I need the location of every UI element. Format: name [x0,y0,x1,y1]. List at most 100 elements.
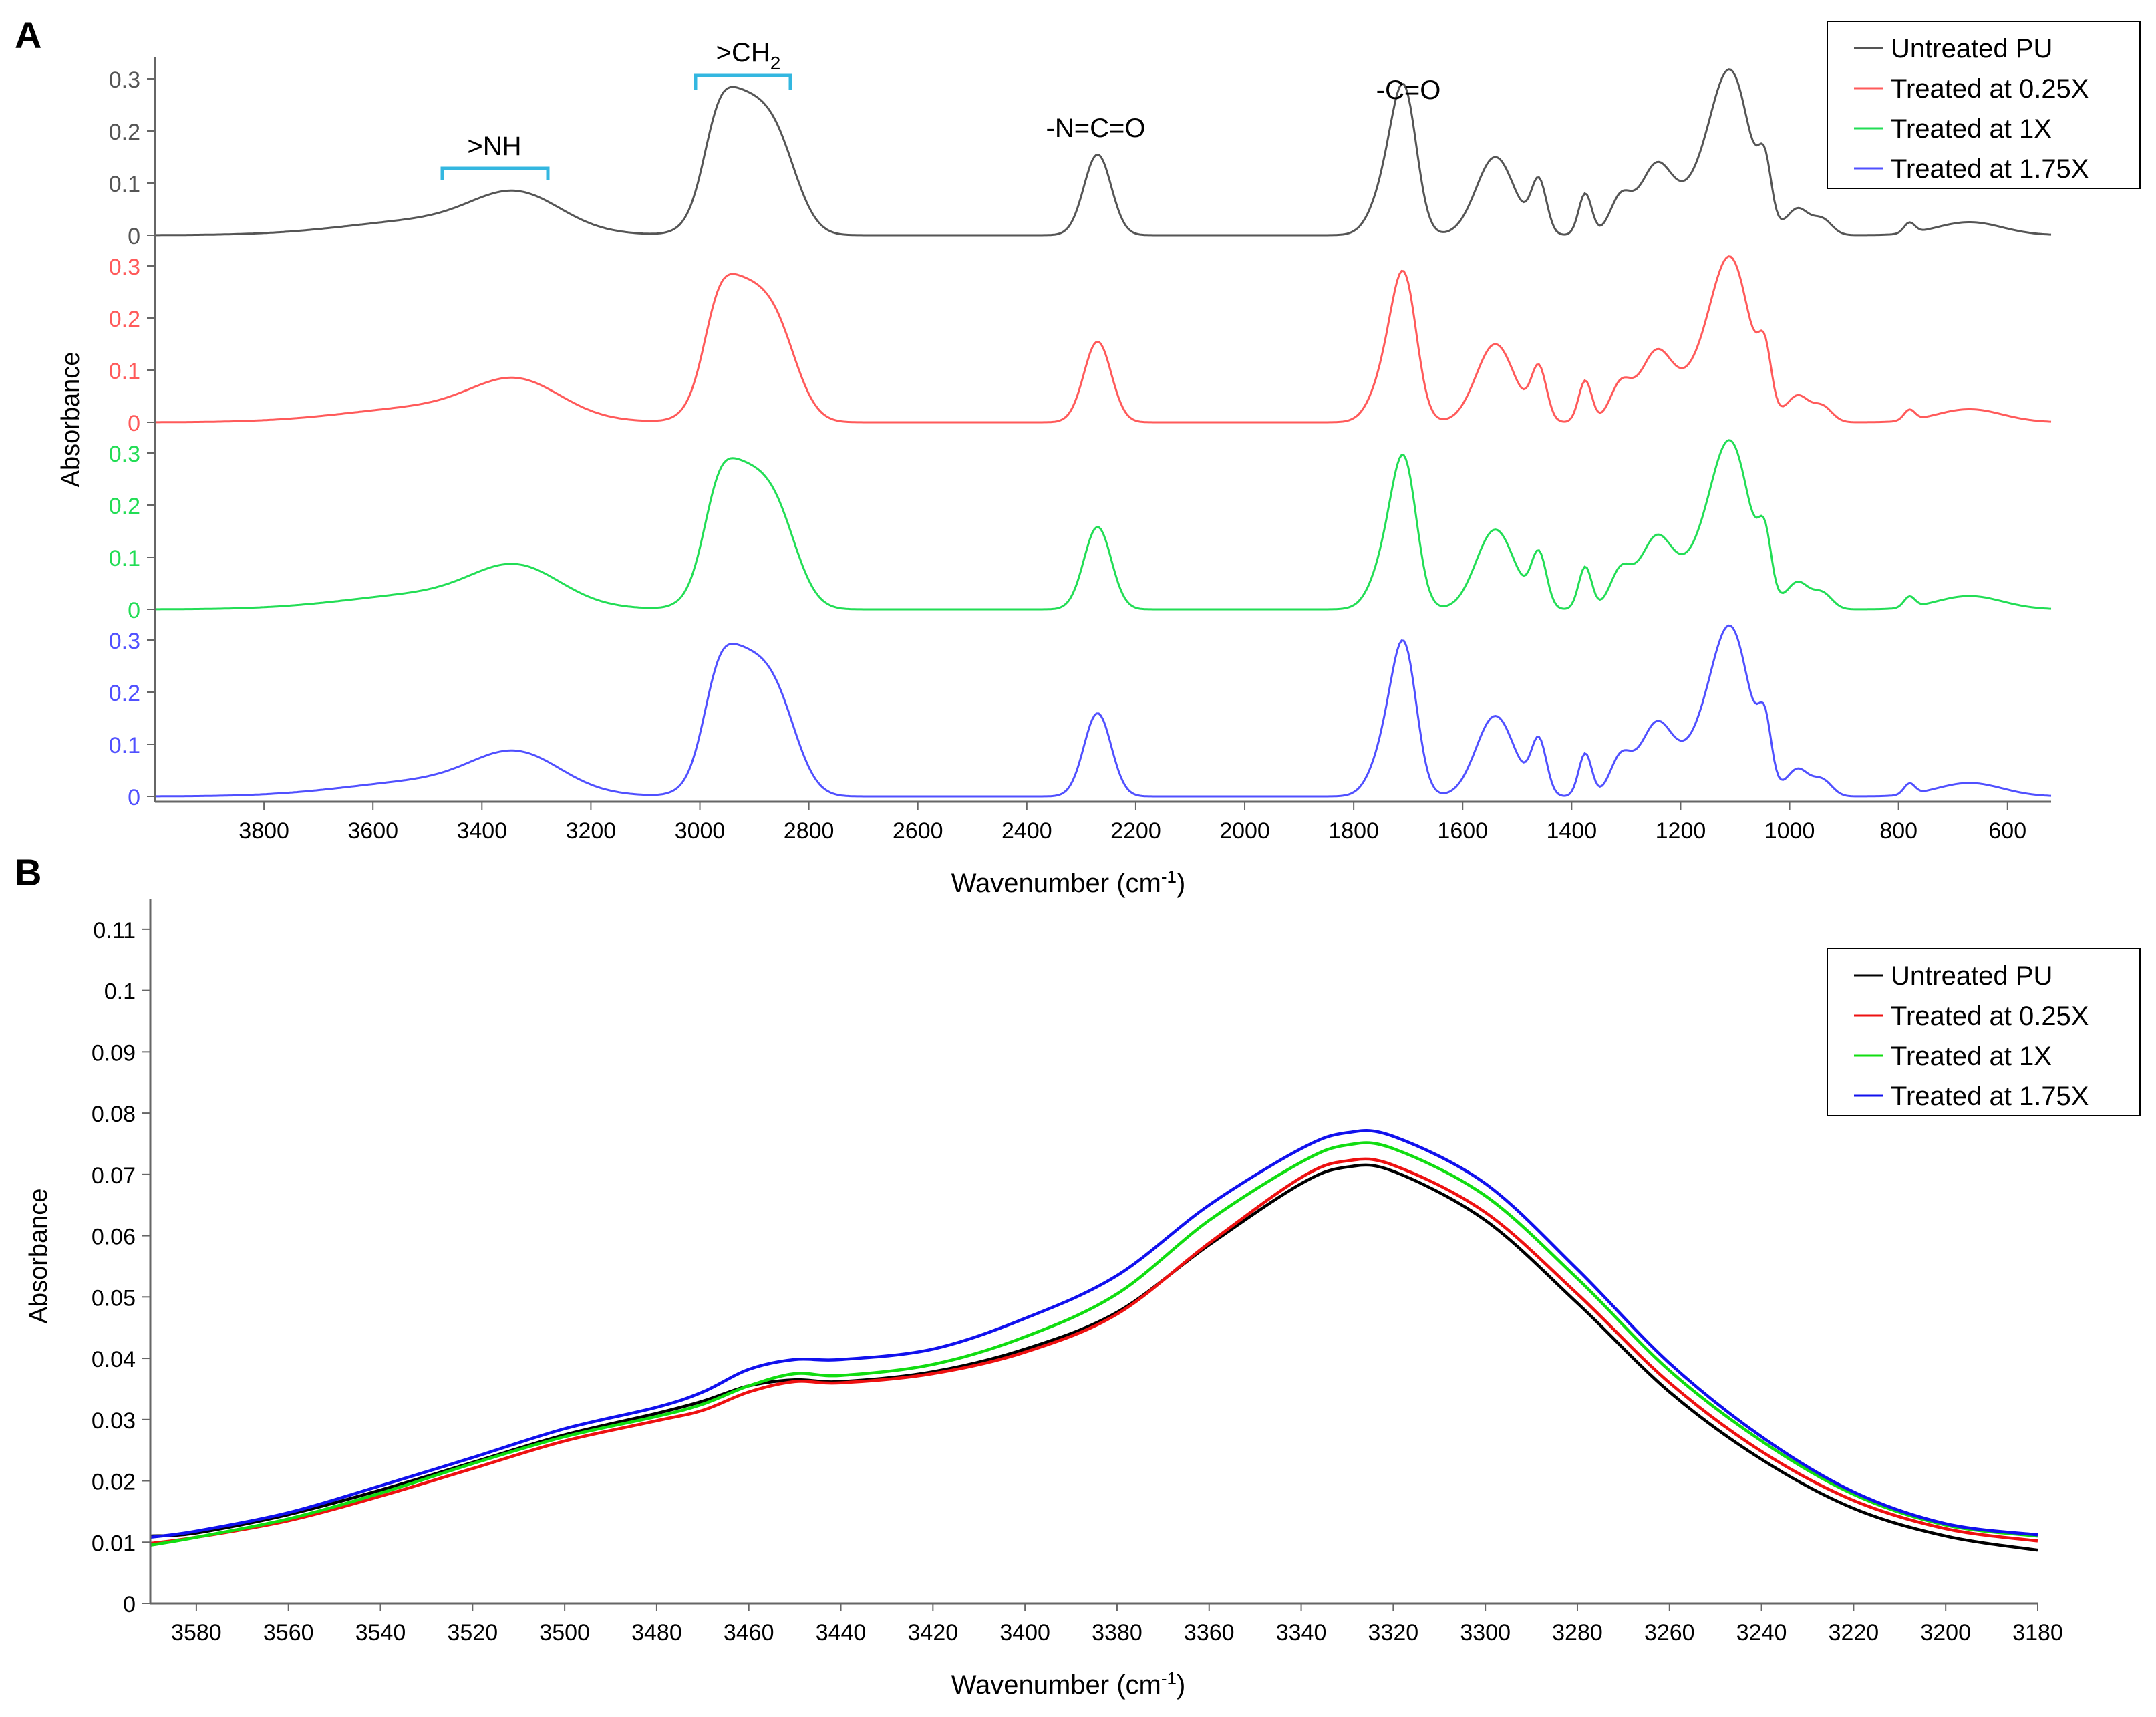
b-ytick-label: 0.04 [92,1347,136,1372]
b-ytick-label: 0.05 [92,1285,136,1311]
b-ytick-label: 0.1 [104,979,136,1005]
legend-b: Untreated PU Treated at 0.25X Treated at… [1827,948,2141,1116]
legend-a-box [1827,21,2141,189]
a-xtick-label: 3000 [675,818,726,844]
b-xtick-label: 3480 [631,1620,682,1646]
legend-b-label-untreated: Untreated PU [1891,961,2052,991]
b-xtick-label: 3400 [999,1620,1050,1646]
b-xtick-label: 3300 [1460,1620,1511,1646]
panel-a-chart: 0 0.1 0.2 0.3 0 0.1 0.2 0.3 0 0.1 0.2 0.3 0 0.1 0.2 0.3… [57,21,2141,898]
a-xtick-label: 2400 [1002,818,1052,844]
b-ytick-label: 0.11 [93,918,136,943]
panel-b-letter: B [15,851,41,893]
a-ytick-label: 0.2 [109,681,140,706]
nh-label: >NH [467,132,521,161]
a-ytick-label: 0 [128,224,140,249]
a-ytick-label: 0.2 [109,307,140,332]
a-xtick-label: 2200 [1110,818,1161,844]
b-xtick-label: 3380 [1092,1620,1142,1646]
a-ytick-label: 0 [128,411,140,436]
b-xtick-label: 3460 [724,1620,774,1646]
b-xtick-label: 3540 [355,1620,406,1646]
legend-a-label-untreated: Untreated PU [1891,34,2052,63]
a-ytick-label: 0.2 [109,494,140,519]
panel-a-letter: A [15,14,41,56]
a-xtick-label: 2800 [784,818,834,844]
legend-b-box [1827,948,2141,1116]
panel-b-chart: 0 0.01 0.02 0.03 0.04 0.05 0.06 0.07 0.08 0.09 0.1… [25,899,2141,1700]
nh-bracket [440,166,550,180]
b-xtick-label: 3240 [1736,1620,1787,1646]
b-xtick-label: 3560 [263,1620,314,1646]
b-xtick-label: 3360 [1184,1620,1235,1646]
a-ytick-label: 0 [128,785,140,810]
a-ytick-label: 0.3 [109,629,140,654]
b-y-axis-label: Absorbance [25,1189,53,1324]
annotation-co: -C=O [1376,75,1441,105]
legend-b-label-1x: Treated at 1X [1891,1042,2052,1071]
a-y-axis-label: Absorbance [57,352,85,488]
b-xtick-label: 3200 [1920,1620,1971,1646]
a-series-line-1x [155,439,2052,611]
a-ytick-label: 0.1 [109,733,140,758]
a-series-line-untreated [155,68,2052,237]
b-xtick-label: 3420 [908,1620,959,1646]
a-xtick-label: 1600 [1437,818,1488,844]
b-xtick-label: 3260 [1644,1620,1695,1646]
a-series-line-175x [155,624,2052,798]
annotation-nco: -N=C=O [1046,114,1146,143]
a-xtick-label: 1200 [1656,818,1706,844]
b-xtick-label: 3440 [816,1620,867,1646]
a-xtick-label: 3400 [456,818,507,844]
b-x-axis-label: Wavenumber (cm-1) [951,1668,1186,1700]
b-xtick-label: 3320 [1368,1620,1419,1646]
b-ytick-label: 0.01 [92,1531,136,1556]
legend-b-label-175x: Treated at 1.75X [1891,1082,2089,1111]
a-xtick-label: 3200 [566,818,617,844]
a-xtick-label: 1000 [1764,818,1815,844]
b-series-line-025x [150,1157,2038,1545]
a-ytick-label: 0.3 [109,67,140,93]
legend-a-label-1x: Treated at 1X [1891,114,2052,144]
b-xtick-label: 3280 [1552,1620,1603,1646]
b-xtick-label: 3220 [1829,1620,1879,1646]
b-xtick-label: 3520 [447,1620,498,1646]
b-series-line-175x [150,1129,2038,1539]
annotation-ch2: >CH2 [694,38,792,90]
ch2-label: >CH2 [716,38,781,73]
legend-b-label-025x: Treated at 0.25X [1891,1001,2089,1031]
b-ytick-label: 0.03 [92,1408,136,1434]
a-series-line-025x [155,255,2052,424]
legend-a-label-025x: Treated at 0.25X [1891,74,2089,104]
a-xtick-label: 800 [1879,818,1917,844]
legend-a: Untreated PU Treated at 0.25X Treated at… [1827,21,2141,189]
b-ytick-label: 0 [123,1592,136,1617]
a-ytick-label: 0.2 [109,120,140,145]
a-xtick-label: 600 [1988,818,2026,844]
ch2-bracket [694,73,792,90]
a-xtick-label: 3800 [239,818,289,844]
legend-a-label-175x: Treated at 1.75X [1891,154,2089,184]
a-ytick-label: 0.1 [109,172,140,197]
a-ytick-label: 0.1 [109,359,140,384]
a-ytick-label: 0.1 [109,546,140,571]
a-xtick-label: 2600 [893,818,943,844]
b-xtick-label: 3180 [2012,1620,2063,1646]
a-xtick-label: 2000 [1219,818,1270,844]
b-ytick-label: 0.09 [92,1040,136,1066]
a-ytick-label: 0 [128,598,140,623]
b-xtick-label: 3580 [171,1620,222,1646]
a-x-axis-label: Wavenumber (cm-1) [951,867,1186,898]
b-xtick-label: 3500 [539,1620,590,1646]
a-ytick-label: 0.3 [109,442,140,467]
b-ytick-label: 0.07 [92,1163,136,1189]
annotation-nh: >NH [440,132,550,180]
b-ytick-label: 0.02 [92,1470,136,1495]
b-ytick-label: 0.06 [92,1225,136,1250]
a-xtick-label: 3600 [347,818,398,844]
a-ytick-label: 0.3 [109,255,140,280]
b-series-line-untreated [150,1163,2038,1552]
b-ytick-label: 0.08 [92,1102,136,1127]
a-xtick-label: 1800 [1328,818,1379,844]
